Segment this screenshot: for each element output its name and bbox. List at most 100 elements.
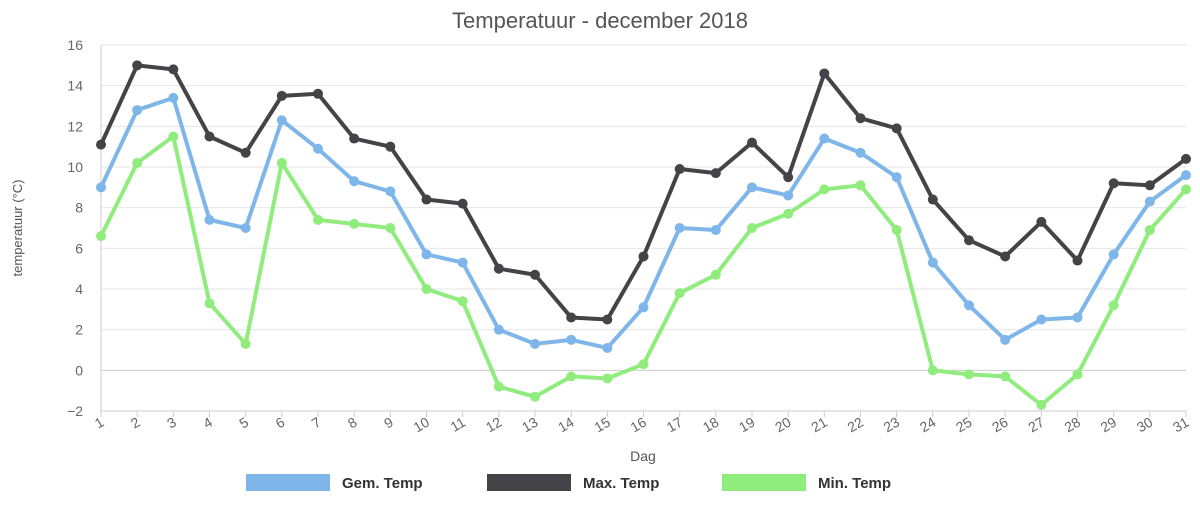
data-point [1072,369,1083,380]
data-point [421,249,432,260]
y-tick-label: 14 [67,78,83,94]
data-point [1036,216,1047,227]
data-point [747,182,757,193]
series-max-temp [96,60,1191,325]
data-point [168,92,179,103]
x-tick-label: 6 [273,414,288,432]
x-tick-label: 30 [1134,414,1156,436]
data-point [927,365,938,376]
data-point [240,147,251,158]
data-point [674,164,685,175]
x-tick-label: 29 [1098,414,1120,436]
y-tick-label: 4 [75,281,83,297]
x-tick-label: 26 [989,414,1011,436]
legend-swatch [246,474,330,491]
data-point [96,182,106,193]
y-tick-label: 10 [67,159,83,175]
data-point [964,300,974,311]
series-gem-temp [96,92,1191,353]
x-tick-label: 9 [381,414,396,432]
data-point [313,214,323,225]
data-point [602,373,613,384]
x-axis-label: Dag [630,448,656,464]
x-tick-label: 27 [1025,414,1047,436]
grid-lines [101,44,1186,412]
data-point [493,381,504,392]
data-point [819,184,830,195]
data-point [747,137,757,148]
legend-item: Gem. Temp [246,474,423,492]
data-point [457,296,468,307]
data-point [421,284,432,294]
data-point [530,391,540,402]
data-point [638,359,649,370]
data-point [747,223,757,233]
data-point [349,218,360,229]
data-point [96,231,106,242]
data-point [349,176,360,187]
x-tick-label: 15 [591,414,613,436]
data-point [638,251,649,262]
data-point [530,269,540,280]
data-point [674,223,685,233]
data-point [493,263,504,274]
data-point [1072,312,1083,323]
x-tick-label: 28 [1062,414,1084,436]
x-tick-label: 4 [200,414,215,432]
data-point [1144,225,1155,236]
data-point [240,338,251,349]
x-tick-label: 11 [448,414,469,435]
y-axis-label: temperatuur (°C) [10,180,25,277]
x-tick-label: 18 [700,414,722,436]
x-tick-label: 25 [953,414,975,436]
data-point [457,198,468,209]
data-point [276,90,287,101]
data-point [132,60,143,71]
legend-swatch [722,474,806,491]
chart-title: Temperatuur - december 2018 [452,8,748,33]
data-point [1072,255,1083,266]
data-point [1000,334,1011,345]
data-point [1181,170,1191,181]
data-point [1144,196,1155,207]
data-point [1000,251,1011,262]
x-tick-label: 23 [881,414,903,436]
data-point [204,131,215,142]
data-point [710,225,721,236]
data-point [385,223,396,233]
data-point [530,338,540,349]
y-tick-label: 16 [67,37,83,53]
data-point [638,302,649,313]
x-tick-label: 31 [1170,414,1192,436]
data-point [1144,180,1155,191]
data-point [168,131,179,142]
x-tick-label: 13 [519,414,541,436]
data-point [783,208,794,219]
legend: Gem. Temp Max. Temp Min. Temp [246,474,891,492]
x-tick-label: 22 [845,414,867,436]
y-tick-label: 2 [75,322,83,338]
data-point [385,141,396,152]
x-tick-label: 8 [345,414,360,432]
x-tick-label: 14 [555,414,577,436]
data-point [385,186,396,197]
data-point [1000,371,1011,382]
data-point [566,312,577,323]
data-point [204,298,215,309]
x-tick-label: 5 [236,414,251,432]
data-point [421,194,432,205]
data-point [855,113,866,124]
data-point [493,324,504,335]
data-point [819,68,830,79]
x-tick-label: 10 [411,414,433,436]
y-tick-label: 0 [75,362,83,378]
data-point [566,334,577,345]
x-tick-label: 2 [128,414,143,432]
data-point [1181,184,1191,195]
data-point [927,194,938,205]
legend-swatch [487,474,571,491]
x-tick-label: 7 [309,414,324,432]
legend-label: Max. Temp [583,475,659,492]
